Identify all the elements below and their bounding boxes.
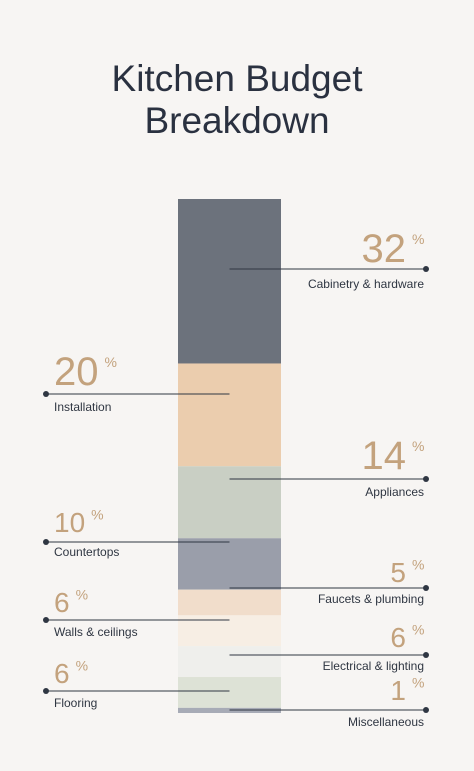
percent-sign-appliances: % <box>412 438 424 454</box>
category-label-appliances: Appliances <box>365 485 424 499</box>
leader-dot-cabinetry-and-hardware <box>423 266 429 272</box>
leader-dot-miscellaneous <box>423 707 429 713</box>
percent-value-installation: 20 <box>54 350 99 394</box>
bar-segment-cabinetry-and-hardware <box>178 199 281 364</box>
percent-value-electrical-and-lighting: 6 <box>390 622 406 653</box>
category-label-flooring: Flooring <box>54 696 97 710</box>
category-label-faucets-and-plumbing: Faucets & plumbing <box>318 592 424 606</box>
percent-sign-installation: % <box>105 354 117 370</box>
category-label-electrical-and-lighting: Electrical & lighting <box>323 659 424 673</box>
leader-dot-walls-and-ceilings <box>43 617 49 623</box>
percent-sign-cabinetry-and-hardware: % <box>412 231 424 247</box>
percent-sign-faucets-and-plumbing: % <box>412 556 424 572</box>
percent-value-walls-and-ceilings: 6 <box>54 587 70 618</box>
title-line-2: Breakdown <box>144 100 330 141</box>
percent-value-miscellaneous: 1 <box>390 675 406 706</box>
category-label-installation: Installation <box>54 400 111 414</box>
percent-sign-electrical-and-lighting: % <box>412 621 424 637</box>
category-label-cabinetry-and-hardware: Cabinetry & hardware <box>308 277 424 291</box>
bar-segment-flooring <box>178 677 281 708</box>
bar-segment-appliances <box>178 466 281 539</box>
leader-dot-installation <box>43 391 49 397</box>
category-label-walls-and-ceilings: Walls & ceilings <box>54 625 138 639</box>
leader-dot-electrical-and-lighting <box>423 652 429 658</box>
percent-sign-walls-and-ceilings: % <box>76 586 88 602</box>
category-label-miscellaneous: Miscellaneous <box>348 715 424 729</box>
percent-sign-miscellaneous: % <box>412 674 424 690</box>
bar-segment-countertops <box>178 538 281 590</box>
percent-value-appliances: 14 <box>362 434 407 478</box>
leader-dot-faucets-and-plumbing <box>423 585 429 591</box>
leader-dot-countertops <box>43 539 49 545</box>
bar-segment-installation <box>178 363 281 467</box>
percent-sign-countertops: % <box>91 506 103 522</box>
page-title: Kitchen Budget Breakdown <box>0 58 474 142</box>
leader-dot-appliances <box>423 476 429 482</box>
bar-segment-faucets-and-plumbing <box>178 589 281 616</box>
bar-segment-electrical-and-lighting <box>178 646 281 678</box>
percent-value-cabinetry-and-hardware: 32 <box>362 227 407 271</box>
title-line-1: Kitchen Budget <box>111 58 363 99</box>
category-label-countertops: Countertops <box>54 545 119 559</box>
percent-value-faucets-and-plumbing: 5 <box>390 557 406 588</box>
percent-value-flooring: 6 <box>54 658 70 689</box>
percent-sign-flooring: % <box>76 657 88 673</box>
leader-dot-flooring <box>43 688 49 694</box>
percent-value-countertops: 10 <box>54 507 85 538</box>
